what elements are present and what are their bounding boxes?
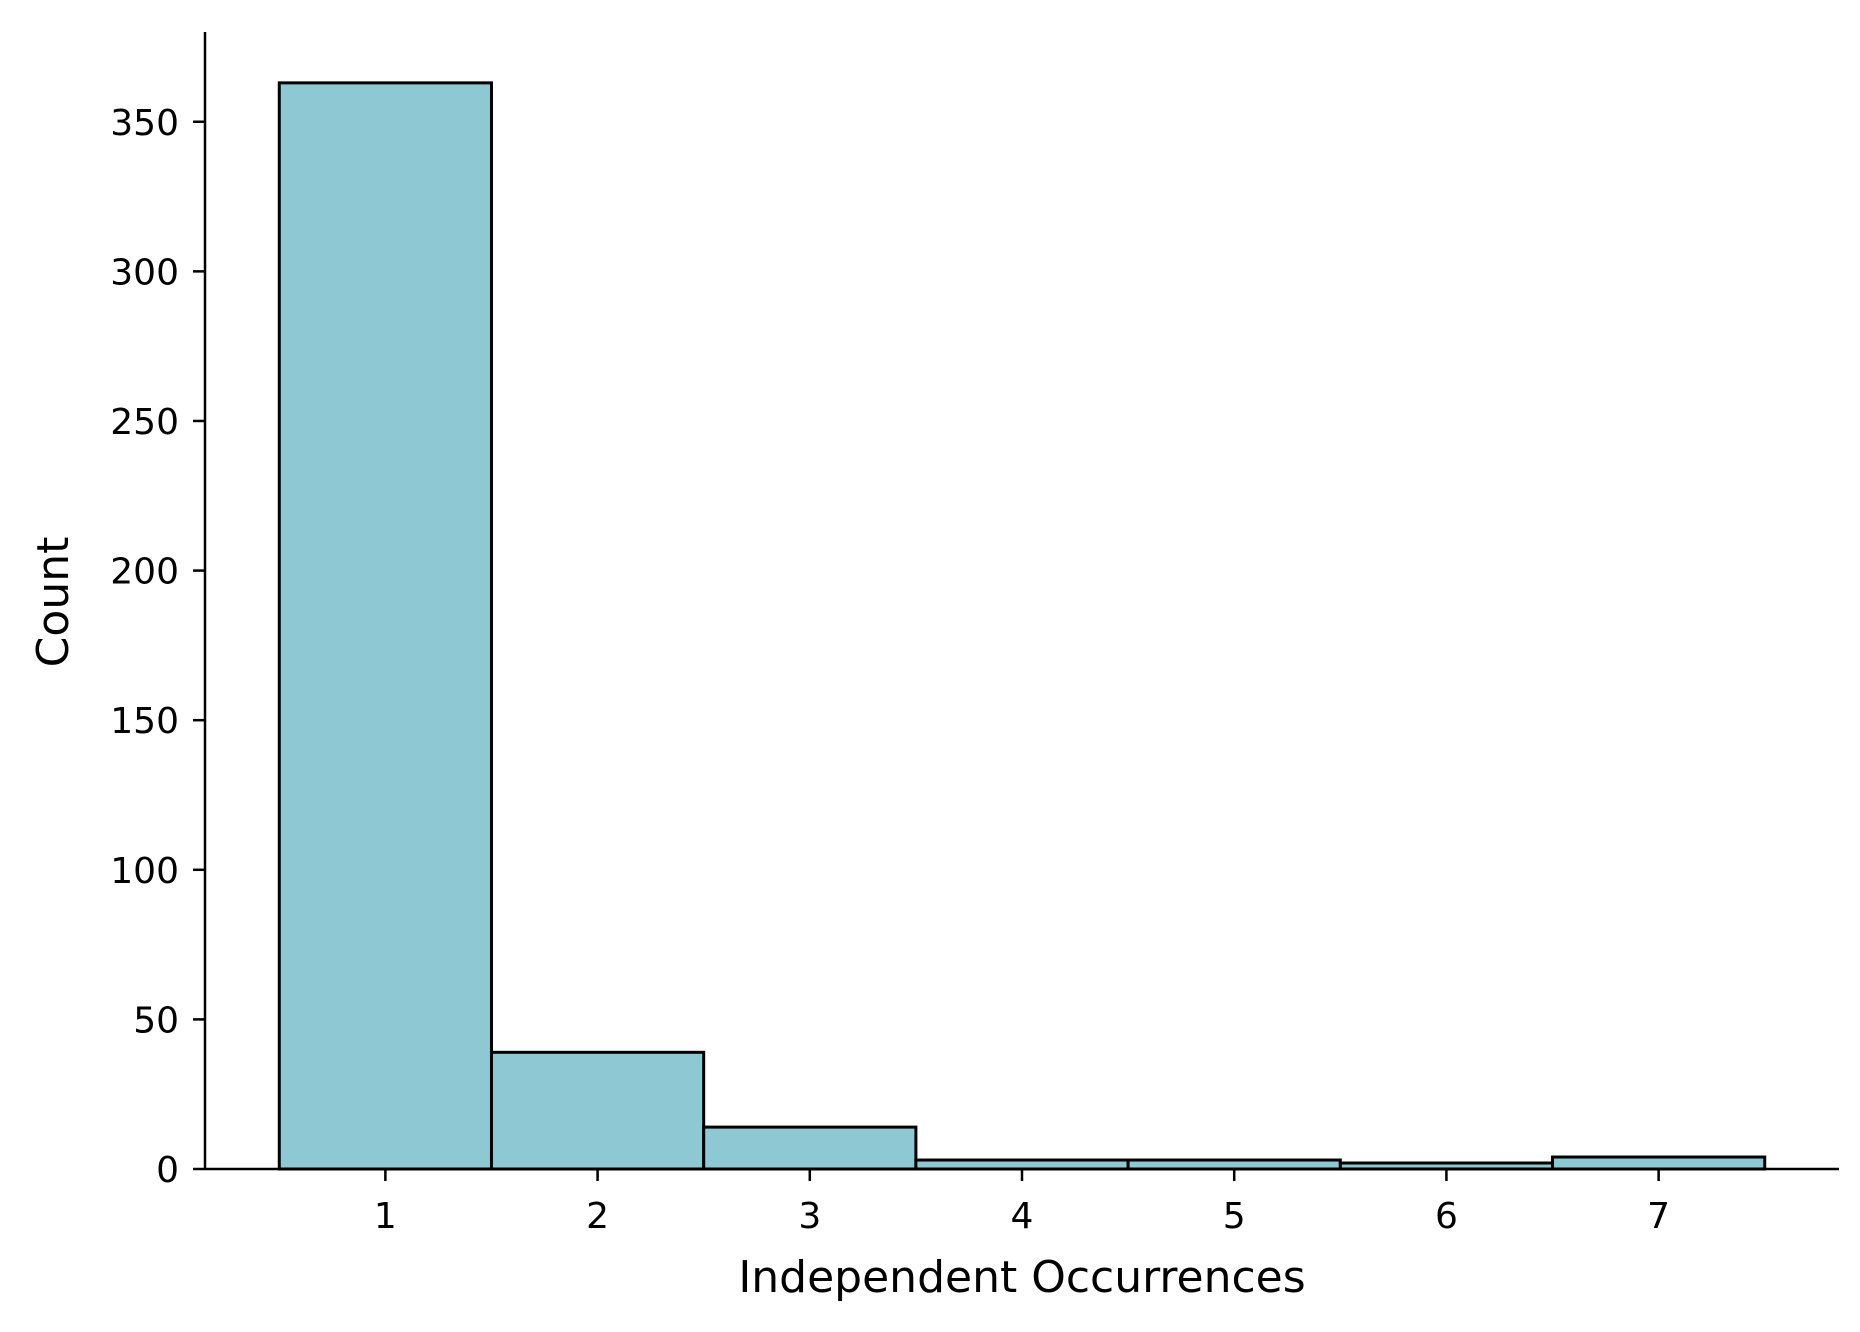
x-tick-label: 2 bbox=[586, 1196, 609, 1237]
histogram-bar-3 bbox=[702, 1125, 918, 1171]
x-tick-label: 1 bbox=[374, 1196, 397, 1237]
histogram-bar-7 bbox=[1551, 1155, 1767, 1171]
histogram-bar-1 bbox=[277, 81, 493, 1171]
y-ticks: 0 50 100 150 200 250 300 350 bbox=[110, 103, 205, 1191]
x-tick-label: 3 bbox=[798, 1196, 821, 1237]
y-tick-label: 200 bbox=[110, 552, 179, 593]
x-ticks: 1 2 3 4 5 6 7 bbox=[374, 1169, 1670, 1237]
y-tick-label: 150 bbox=[110, 701, 179, 742]
y-tick-label: 300 bbox=[110, 252, 179, 293]
bars-layer bbox=[277, 81, 1767, 1171]
x-axis-title: Independent Occurrences bbox=[738, 1252, 1305, 1303]
y-tick-label: 100 bbox=[110, 851, 179, 892]
x-tick-label: 5 bbox=[1223, 1196, 1246, 1237]
x-tick-label: 7 bbox=[1647, 1196, 1670, 1237]
histogram-bar-2 bbox=[489, 1050, 706, 1171]
histogram-bar-5 bbox=[1126, 1158, 1342, 1171]
histogram-bar-4 bbox=[914, 1158, 1130, 1171]
y-tick-label: 250 bbox=[110, 402, 179, 443]
x-tick-label: 4 bbox=[1011, 1196, 1034, 1237]
y-axis-title: Count bbox=[28, 537, 79, 668]
x-tick-label: 6 bbox=[1435, 1196, 1458, 1237]
y-tick-label: 50 bbox=[133, 1000, 179, 1041]
y-tick-label: 0 bbox=[156, 1150, 179, 1191]
y-tick-label: 350 bbox=[110, 103, 179, 144]
